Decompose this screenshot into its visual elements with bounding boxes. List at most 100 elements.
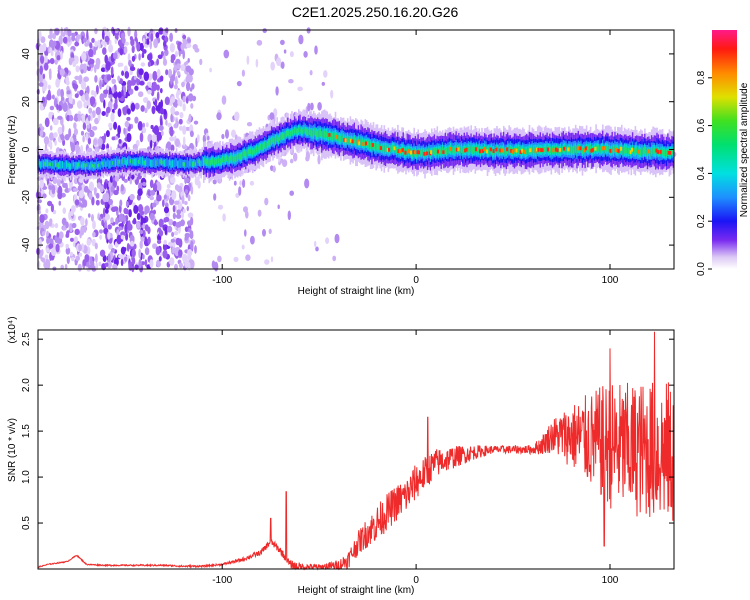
spectrogram-noise-cell (77, 263, 82, 272)
spectrogram-noise-cell (44, 117, 50, 128)
spectrogram-ridge-cell (649, 150, 652, 157)
spectrogram-noise-cell (190, 103, 194, 109)
spectrogram-peak-cell (474, 147, 478, 152)
spectrogram-noise-cell (41, 249, 44, 256)
spectrogram-ridge-cell (397, 146, 399, 153)
spectrogram-noise-cell (238, 186, 242, 196)
spectrogram-noise-cell (100, 67, 106, 72)
spectrogram-noise-cell (114, 37, 118, 45)
spectrogram-ridge-cell (650, 148, 653, 154)
spectrogram-noise-cell (95, 106, 102, 116)
spectrogram-noise-cell (102, 207, 106, 218)
spectrogram-noise-cell (223, 49, 230, 59)
spectrogram-noise-cell (164, 226, 168, 236)
spectrogram-noise-cell (176, 63, 181, 70)
spectrogram-noise-cell (280, 61, 285, 69)
snr-scale-label: (x10⁴) (7, 316, 18, 343)
spectrogram-noise-cell (152, 127, 156, 133)
spectrogram-noise-cell (156, 194, 162, 202)
spectrogram-ridge-cell (108, 159, 110, 169)
spectrogram-noise-cell (184, 258, 189, 269)
spectrogram-noise-cell (142, 49, 147, 54)
spectrogram-noise-cell (41, 231, 46, 236)
spectrogram-ridge-cell (175, 158, 178, 167)
spectrogram-peak-cell (601, 146, 605, 151)
spectrogram-noise-cell (107, 231, 111, 240)
spectrogram-noise-cell (153, 38, 159, 49)
spectrogram-ridge-cell (395, 147, 398, 154)
spectrogram-noise-cell (52, 176, 58, 184)
spectrogram-noise-cell (58, 35, 63, 45)
spectrogram-noise-cell (147, 236, 151, 245)
spectrogram-noise-cell (136, 42, 141, 52)
spectrogram-noise-cell (155, 246, 161, 256)
spectrogram-ridge-cell (205, 159, 208, 165)
spectrogram-ridge-cell (207, 158, 209, 164)
spectrogram-noise-cell (142, 254, 145, 260)
spectrogram-peak-cell (479, 149, 482, 154)
spectrogram-noise-cell (187, 253, 192, 261)
spectrogram-noise-cell (145, 85, 149, 91)
spectrogram-noise-cell (72, 187, 79, 192)
spectrogram-noise-cell (170, 238, 176, 243)
spectrogram-noise-cell (71, 257, 75, 262)
spectrogram-ridge-cell (653, 148, 656, 154)
spectrogram-y-ticks: -40 -20 0 20 40 (21, 48, 674, 252)
spectrogram-noise-cell (47, 84, 51, 90)
spectrogram-ridge-cell (330, 133, 333, 141)
spectrogram-ridge-cell (162, 160, 164, 165)
spectrogram-ridge-cell (663, 149, 665, 157)
spectrogram-ridge-cell (565, 146, 567, 153)
spectrogram-noise-cell (187, 194, 191, 202)
spectrogram-noise-cell (163, 40, 167, 48)
spectrogram-ridge-cell (435, 149, 437, 156)
spectrogram-noise-cell (98, 261, 102, 267)
spectrogram-noise-cell (49, 132, 54, 141)
spectrogram-ridge-cell (369, 142, 372, 149)
spectrogram-ridge-cell (70, 163, 72, 170)
spectrogram-ridge-cell (83, 163, 86, 168)
spectrogram-ridge-cell (599, 146, 601, 154)
spectrogram-noise-cell (156, 261, 161, 268)
spectrogram-ridge-cell (587, 146, 589, 153)
spectrogram-noise-cell (88, 107, 93, 114)
spectrogram-noise-cell (73, 236, 78, 243)
spectrogram-noise-cell (81, 52, 87, 62)
spectrogram-noise-cell (264, 259, 270, 265)
spectrogram-noise-cell (186, 38, 191, 43)
spectrogram-noise-cell (104, 213, 111, 221)
spectrogram-noise-cell (66, 90, 71, 95)
spectrogram-noise-cell (289, 190, 295, 196)
spectrogram-noise-cell (67, 36, 71, 43)
spectrogram-ridge-cell (198, 160, 201, 165)
spectrogram-noise-cell (110, 248, 116, 253)
spectrogram-noise-cell (222, 213, 226, 222)
spectrogram-peak-cell (591, 148, 595, 152)
spectrogram-noise-cell (62, 36, 68, 44)
spectrogram-peak-cell (620, 146, 624, 151)
spectrogram-noise-cell (64, 134, 70, 141)
spectrogram-ridge-cell (545, 146, 547, 152)
spectrogram-noise-cell (152, 243, 158, 250)
spectrogram-peak-cell (603, 146, 607, 150)
spectrogram-ridge-cell (163, 159, 166, 166)
spectrogram-noise-cell (142, 122, 145, 129)
spectrogram-noise-cell (213, 193, 217, 201)
spectrogram-peak-cell (541, 148, 545, 152)
spectrogram-peak-cell (576, 146, 580, 151)
spectrogram-ridge-cell (84, 163, 87, 171)
spectrogram-noise-cell (104, 35, 110, 43)
spectrogram-ridge-cell (137, 160, 140, 164)
spectrogram-noise-cell (60, 50, 63, 60)
spectrogram-noise-cell (62, 207, 67, 214)
spectrogram-ridge-cell (194, 162, 197, 166)
spectrogram-ridge-cell (625, 147, 627, 154)
spectrogram-noise-cell (98, 42, 101, 49)
spectrogram-noise-cell (54, 223, 59, 229)
spectrogram-noise-cell (249, 180, 255, 186)
spectrogram-noise-cell (54, 59, 58, 65)
spectrogram-noise-cell (52, 32, 56, 40)
spectrogram-peak-cell (365, 141, 368, 146)
spectrogram-ridge-cell (139, 157, 141, 164)
spectrogram-noise-cell (134, 116, 139, 124)
